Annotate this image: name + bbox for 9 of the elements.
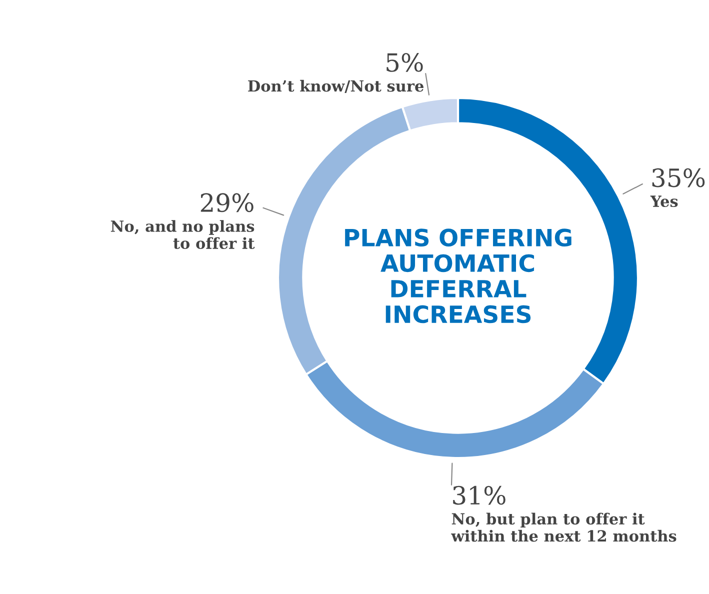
slice-label: No, but plan to offer it within the next 12 months <box>451 512 676 542</box>
text: PLANS OFFERING AUTOMATIC DEFERRAL INCREASES <box>345 228 572 324</box>
slice-label: No, and no plans to offer it <box>110 220 255 250</box>
data-label: 5% <box>386 53 423 72</box>
data-label: 35% <box>652 168 705 188</box>
data-label: 29% <box>200 193 254 212</box>
data-label: 31% <box>453 486 506 505</box>
slice-label: Don’t know/Not sure <box>248 80 424 93</box>
slice-label: Yes <box>650 196 678 208</box>
